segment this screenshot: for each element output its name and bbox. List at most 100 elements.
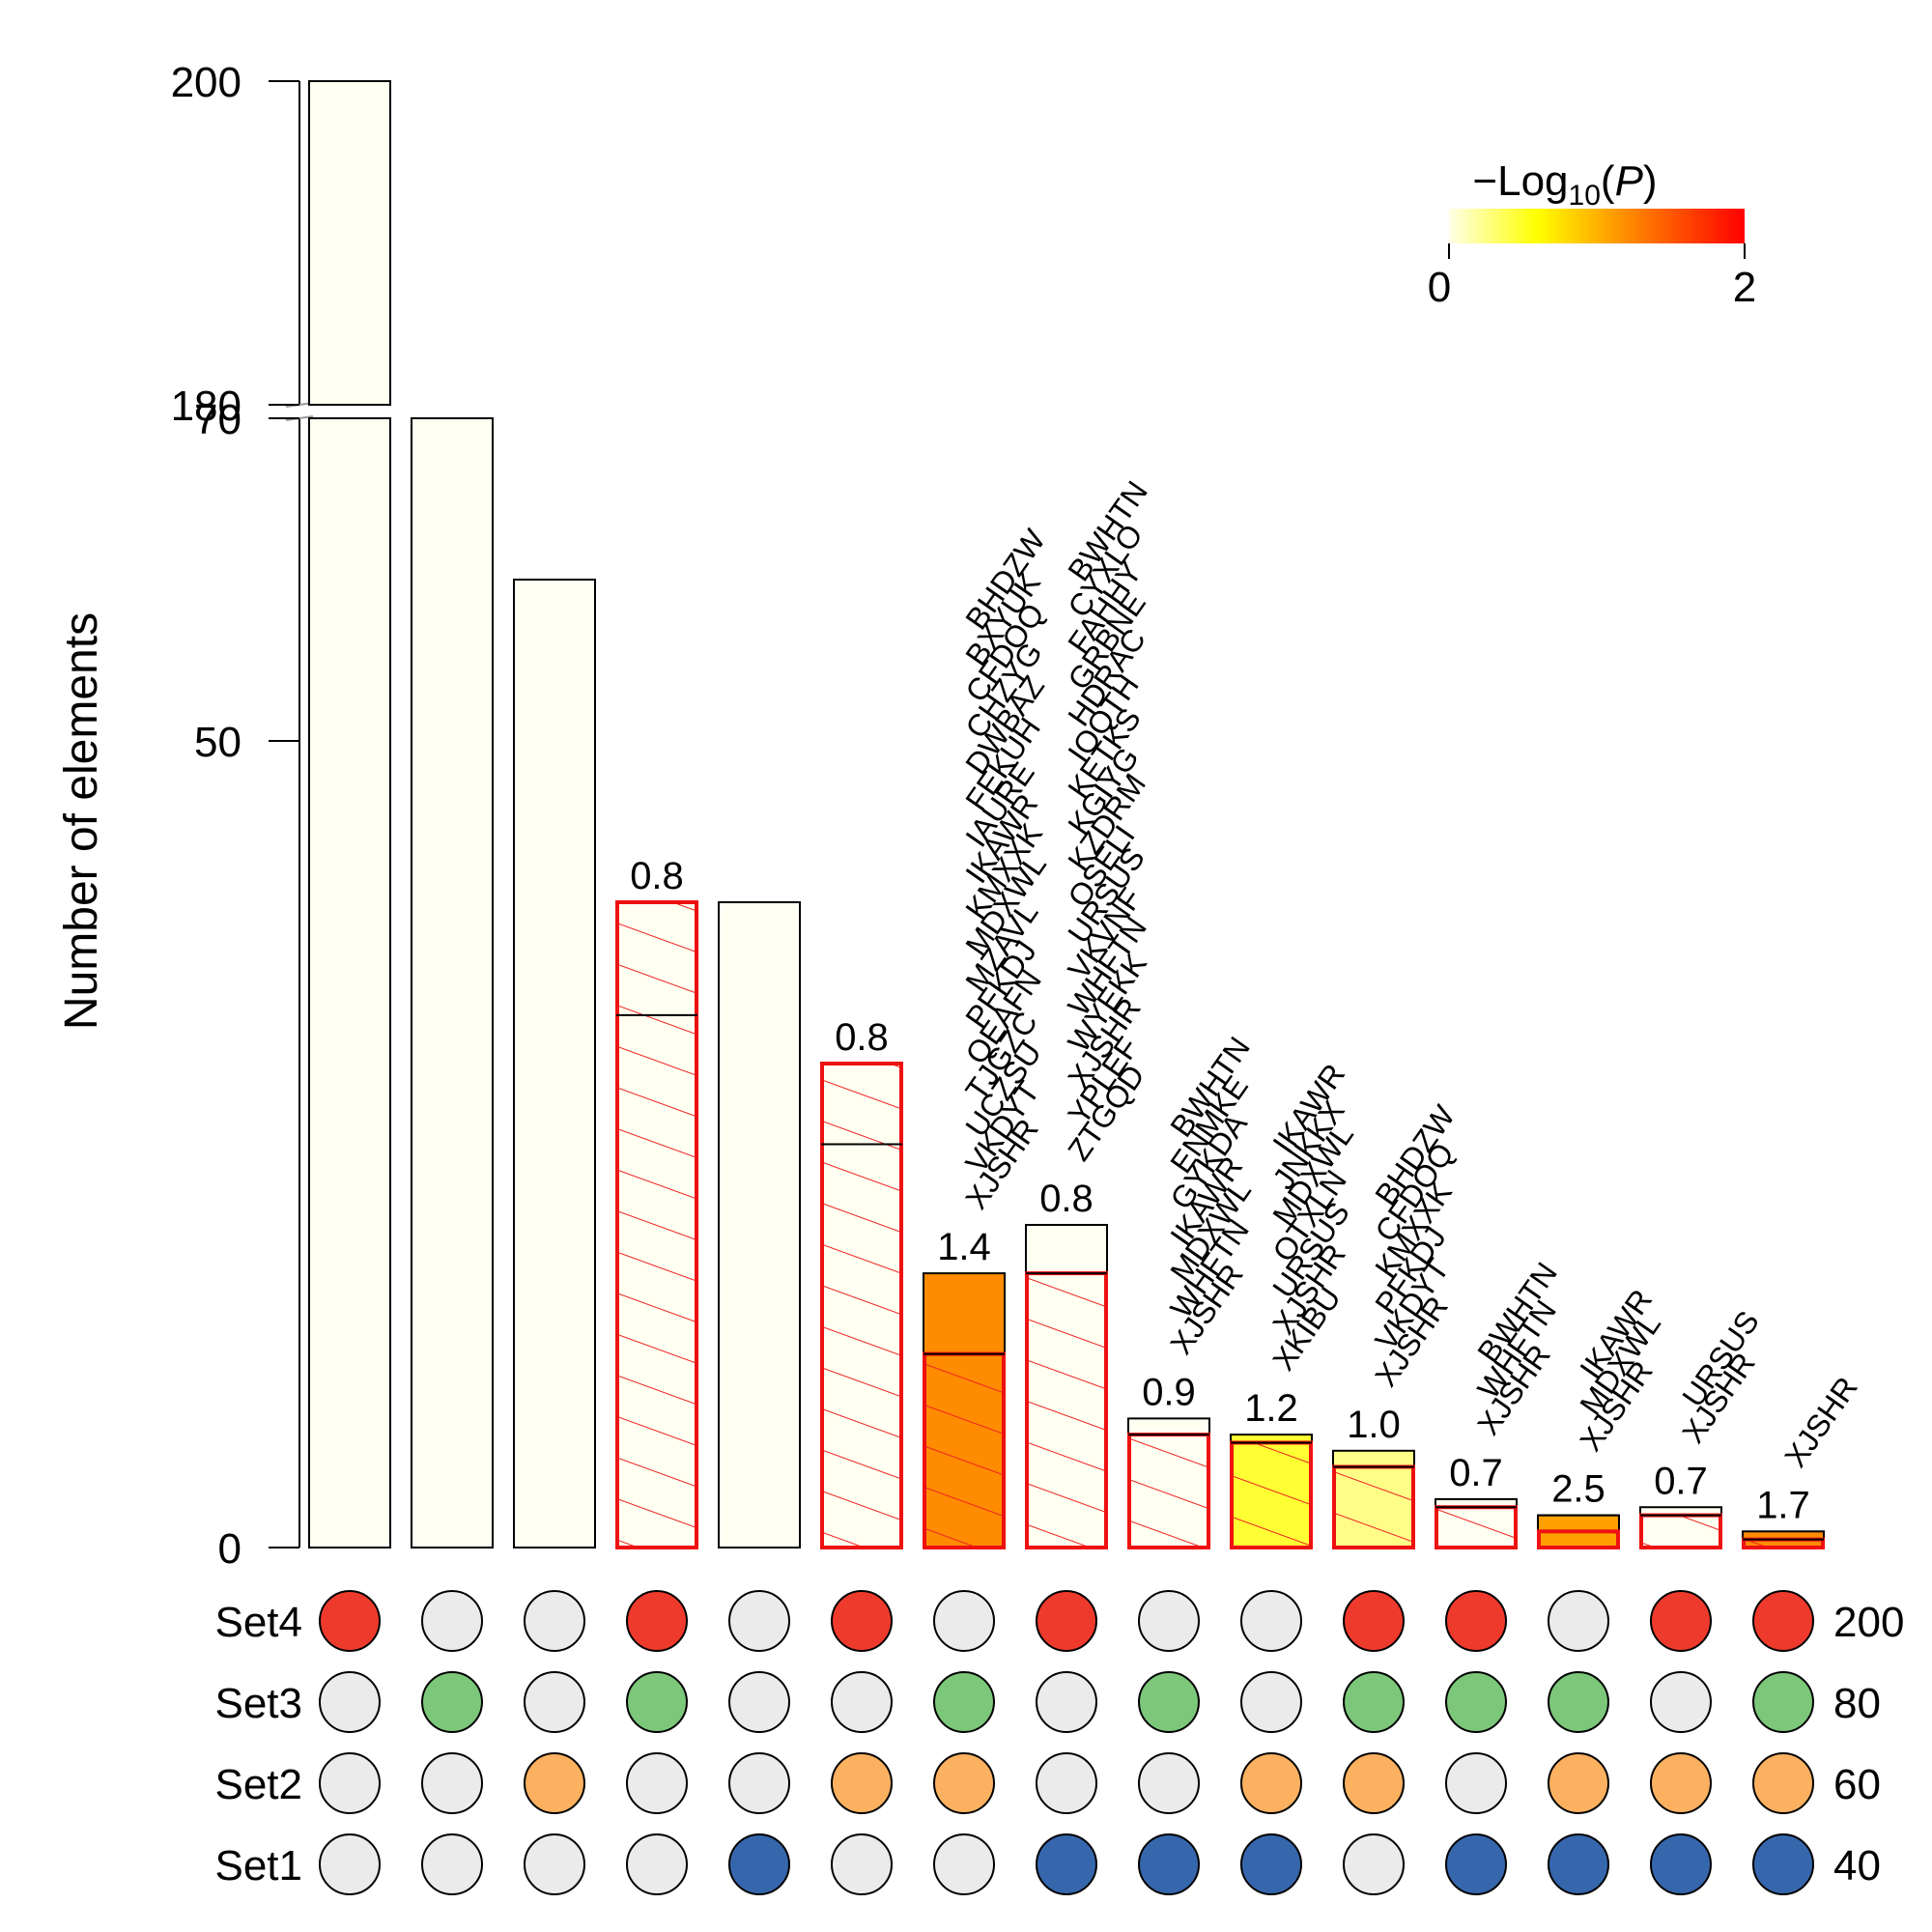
bar-group [1435, 1497, 1518, 1549]
colorbar-min-label: 0 [1428, 264, 1451, 311]
matrix-dot [1036, 1671, 1097, 1733]
bar [718, 901, 801, 1548]
matrix-dot [831, 1590, 893, 1652]
bar-hatch [923, 1353, 1005, 1548]
matrix-dot [728, 1752, 790, 1814]
matrix-dot [421, 1671, 483, 1733]
bar-hatch [1640, 1515, 1721, 1548]
matrix-dot [1650, 1752, 1712, 1814]
bar-pvalue-label: 1.0 [1347, 1404, 1401, 1446]
bar-hatch [1026, 1273, 1107, 1548]
matrix-dot [1548, 1671, 1609, 1733]
matrix-dot [728, 1671, 790, 1733]
bar-group [820, 1062, 903, 1549]
matrix-dot [831, 1833, 893, 1895]
matrix-dot [1138, 1833, 1200, 1895]
y-tick-label: 50 [194, 719, 242, 766]
bar-group [308, 80, 391, 1548]
colorbar-title-close: ) [1643, 157, 1658, 205]
colorbar-max-label: 2 [1733, 264, 1756, 311]
bar-pvalue-label: 0.8 [630, 855, 684, 897]
bar-group [615, 900, 698, 1549]
bar-hatch [1538, 1531, 1619, 1548]
matrix-dot [524, 1833, 585, 1895]
matrix-dot [524, 1671, 585, 1733]
matrix-dot [1138, 1671, 1200, 1733]
matrix-dot [421, 1590, 483, 1652]
bar-group [1639, 1506, 1722, 1549]
bar-group [411, 417, 494, 1548]
bar-hatch [1435, 1507, 1517, 1548]
matrix-dot [933, 1590, 995, 1652]
matrix-dot [1752, 1671, 1814, 1733]
bar-pvalue-label: 0.7 [1449, 1452, 1503, 1494]
matrix-dot [728, 1833, 790, 1895]
bar-pvalue-label: 0.7 [1654, 1460, 1708, 1502]
colorbar-title-prefix: −Log [1472, 157, 1568, 205]
matrix-dot [421, 1833, 483, 1895]
bar-hatch [821, 1064, 902, 1548]
matrix-dot [319, 1671, 381, 1733]
bar-group [1230, 1434, 1313, 1549]
set-name-label: Set4 [214, 1599, 302, 1646]
matrix-dot [728, 1590, 790, 1652]
gene-label: XJSHR [1777, 1371, 1864, 1474]
colorbar-title-sub: 10 [1569, 180, 1601, 212]
matrix-dot [1240, 1590, 1302, 1652]
bar [308, 80, 391, 406]
matrix-dot [421, 1752, 483, 1814]
y-tick-label: 180 [171, 383, 242, 430]
bar-highlight-outline [615, 900, 698, 1549]
matrix-dot [1240, 1671, 1302, 1733]
y-tick-label: 200 [171, 59, 242, 106]
set-size-label: 60 [1833, 1761, 1881, 1808]
bar-group [1332, 1449, 1415, 1549]
set-size-label: 40 [1833, 1842, 1881, 1889]
matrix-dot [1445, 1671, 1507, 1733]
matrix-dot [1138, 1590, 1200, 1652]
matrix-dot [1650, 1590, 1712, 1652]
colorbar-title: −Log10(P) [1472, 157, 1657, 212]
matrix-dot [626, 1671, 688, 1733]
matrix-dot [933, 1671, 995, 1733]
matrix-dot [1445, 1752, 1507, 1814]
matrix-dot [1036, 1590, 1097, 1652]
matrix-dot [933, 1833, 995, 1895]
matrix-dot [831, 1671, 893, 1733]
matrix-dot [626, 1590, 688, 1652]
bar-pvalue-label: 0.9 [1142, 1371, 1196, 1413]
bar-highlight-outline [820, 1062, 903, 1549]
bar-hatch [1743, 1539, 1824, 1548]
matrix-dot [933, 1752, 995, 1814]
matrix-dot [1752, 1590, 1814, 1652]
bar-hatch [1333, 1466, 1414, 1548]
bar-group [1537, 1514, 1620, 1550]
bar-hatch [1231, 1442, 1312, 1548]
matrix-dot [524, 1752, 585, 1814]
bar-labels: 0.80.81.4XJSHRVKDYTUCZSUTJGZCQEAFNPFKDJM… [630, 474, 1864, 1526]
bar-hatch [1128, 1435, 1209, 1548]
colorbar-gradient [1449, 209, 1745, 243]
y-axis-label: Number of elements [56, 612, 107, 1030]
matrix-dot [1343, 1671, 1405, 1733]
bar-pvalue-label: 0.8 [835, 1016, 889, 1059]
colorbar-legend: −Log10(P) 0 2 [1428, 157, 1756, 311]
matrix-dot [1650, 1833, 1712, 1895]
matrix-dot [319, 1752, 381, 1814]
matrix-dot [1650, 1671, 1712, 1733]
bar-group [1025, 1224, 1108, 1549]
bar-pvalue-label: 1.2 [1244, 1387, 1298, 1430]
matrix-dot [1445, 1833, 1507, 1895]
matrix-dot [524, 1590, 585, 1652]
matrix-dot [1036, 1752, 1097, 1814]
bar [411, 417, 494, 1548]
matrix-dot [1343, 1590, 1405, 1652]
matrix-dot [319, 1590, 381, 1652]
matrix-dot [1343, 1833, 1405, 1895]
bar-pvalue-label: 0.8 [1039, 1178, 1094, 1220]
set-size-label: 80 [1833, 1680, 1881, 1727]
matrix-dot [1548, 1590, 1609, 1652]
bars [308, 80, 1825, 1550]
matrix-dot [626, 1752, 688, 1814]
